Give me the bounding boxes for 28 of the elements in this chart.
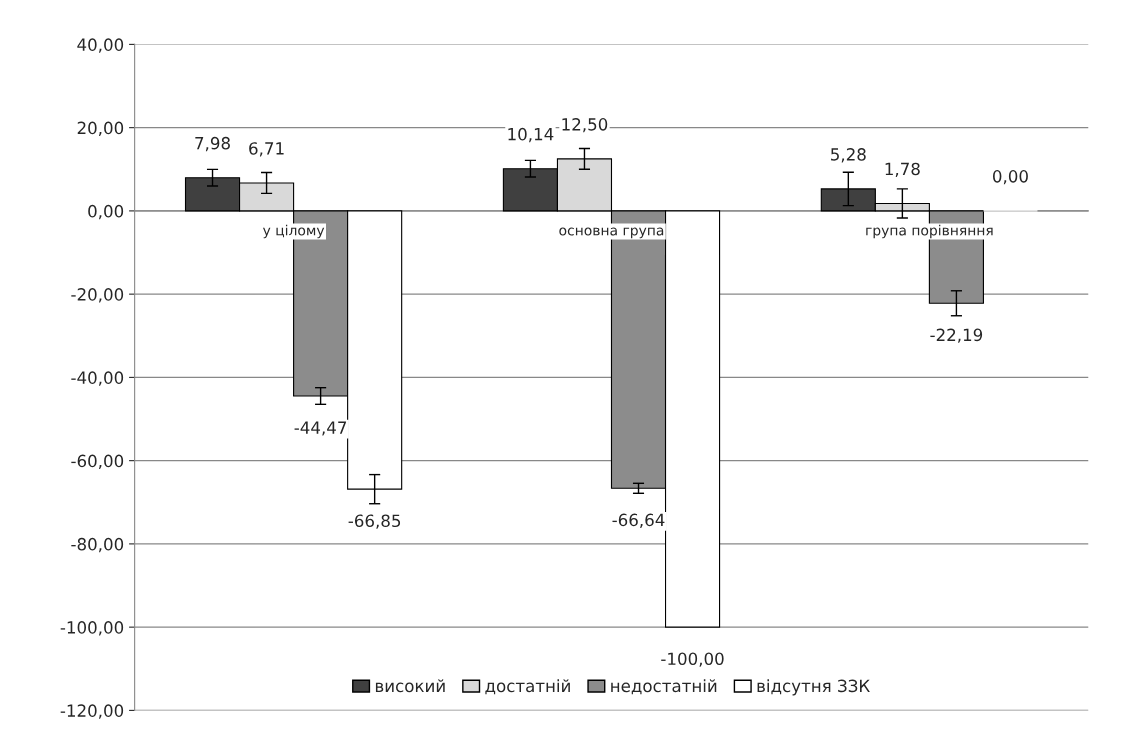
data-label: 10,14 bbox=[508, 127, 554, 143]
data-label: -22,19 bbox=[930, 328, 983, 343]
y-tick-label: -80,00 bbox=[71, 537, 124, 553]
y-tick-label: 0,00 bbox=[88, 204, 124, 220]
x-tick-label: основна група bbox=[559, 227, 664, 239]
y-tick-label: -20,00 bbox=[71, 288, 124, 303]
legend-label: відсутня ЗЗК bbox=[757, 679, 870, 696]
y-tick-label: -100,00 bbox=[60, 621, 124, 636]
y-tick-label: 20,00 bbox=[77, 121, 124, 136]
legend-label: достатній bbox=[485, 679, 570, 695]
data-label: 7,98 bbox=[195, 136, 230, 152]
data-label: 0,00 bbox=[993, 170, 1028, 185]
data-label: 5,28 bbox=[831, 148, 866, 163]
y-tick-label: -120,00 bbox=[60, 704, 124, 719]
data-label: -66,64 bbox=[612, 513, 665, 528]
legend-label: високий bbox=[375, 679, 445, 693]
data-label: -44,47 bbox=[294, 421, 347, 436]
data-label: 6,71 bbox=[249, 142, 284, 157]
y-tick-label: 40,00 bbox=[77, 38, 124, 53]
y-tick-label: -60,00 bbox=[71, 454, 124, 469]
data-label: -66,85 bbox=[348, 514, 401, 529]
data-label: 12,50 bbox=[562, 118, 608, 133]
x-tick-label: група порівняння bbox=[866, 224, 993, 239]
y-tick-label: -40,00 bbox=[71, 371, 124, 386]
data-label: 1,78 bbox=[885, 162, 920, 177]
data-label: -100,00 bbox=[661, 652, 724, 667]
x-tick-label: у цілому bbox=[262, 224, 325, 239]
legend-label: недостатній bbox=[611, 679, 717, 695]
